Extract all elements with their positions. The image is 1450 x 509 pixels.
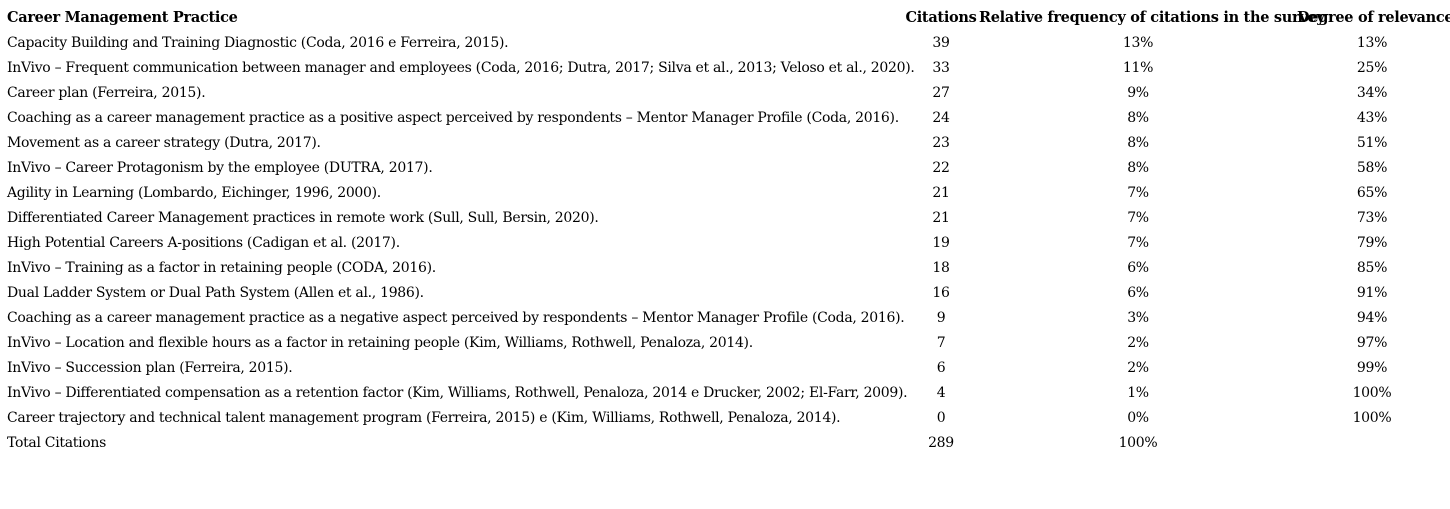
practice-cell: Career trajectory and technical talent m… (7, 410, 841, 426)
citations-cell: 19 (932, 235, 950, 251)
table-row: InVivo – Frequent communication between … (7, 56, 1447, 81)
citations-cell: 9 (936, 310, 946, 326)
degree-of-relevance-cell: 100% (1352, 410, 1392, 426)
practice-cell: Agility in Learning (Lombardo, Eichinger… (7, 185, 381, 201)
total-row: Total Citations 289 100% (7, 431, 1447, 456)
citations-cell: 6 (936, 360, 946, 376)
degree-of-relevance-cell: 34% (1356, 85, 1388, 101)
relative-frequency-cell: 11% (1122, 60, 1154, 76)
table-row: InVivo – Career Protagonism by the emplo… (7, 156, 1447, 181)
practice-cell: InVivo – Career Protagonism by the emplo… (7, 160, 433, 176)
practice-cell: Movement as a career strategy (Dutra, 20… (7, 135, 321, 151)
degree-of-relevance-cell: 65% (1356, 185, 1388, 201)
table-row: Agility in Learning (Lombardo, Eichinger… (7, 181, 1447, 206)
practice-cell: Career plan (Ferreira, 2015). (7, 85, 206, 101)
degree-of-relevance-cell: 100% (1352, 385, 1392, 401)
practice-cell: High Potential Careers A-positions (Cadi… (7, 235, 400, 251)
degree-of-relevance-cell: 13% (1356, 35, 1388, 51)
relative-frequency-cell: 3% (1127, 310, 1149, 326)
degree-of-relevance-cell: 85% (1356, 260, 1388, 276)
degree-of-relevance-cell: 43% (1356, 110, 1388, 126)
practice-cell: InVivo – Succession plan (Ferreira, 2015… (7, 360, 293, 376)
citations-cell: 22 (932, 160, 950, 176)
practice-cell: Differentiated Career Management practic… (7, 210, 599, 226)
citations-cell: 39 (932, 35, 950, 51)
table-row: InVivo – Location and flexible hours as … (7, 331, 1447, 356)
citations-cell: 0 (936, 410, 946, 426)
relative-frequency-cell: 8% (1127, 135, 1149, 151)
degree-of-relevance-cell: 97% (1356, 335, 1388, 351)
degree-of-relevance-cell: 51% (1356, 135, 1388, 151)
practice-cell: Coaching as a career management practice… (7, 110, 899, 126)
relative-frequency-cell: 6% (1127, 260, 1149, 276)
table-row: Coaching as a career management practice… (7, 106, 1447, 131)
practice-cell: InVivo – Frequent communication between … (7, 60, 915, 76)
degree-of-relevance-cell: 25% (1356, 60, 1388, 76)
relative-frequency-cell: 9% (1127, 85, 1149, 101)
citations-cell: 7 (936, 335, 946, 351)
relative-frequency-cell: 8% (1127, 110, 1149, 126)
degree-of-relevance-cell: 73% (1356, 210, 1388, 226)
citations-cell: 21 (932, 210, 950, 226)
degree-of-relevance-cell: 58% (1356, 160, 1388, 176)
column-header-degree-of-relevance: Degree of relevance (1297, 9, 1450, 26)
table-row: Capacity Building and Training Diagnosti… (7, 31, 1447, 56)
table-row: InVivo – Differentiated compensation as … (7, 381, 1447, 406)
relative-frequency-cell: 2% (1127, 335, 1149, 351)
relative-frequency-cell: 0% (1127, 410, 1149, 426)
degree-of-relevance-cell: 99% (1356, 360, 1388, 376)
practice-cell: Coaching as a career management practice… (7, 310, 905, 326)
table-row: Movement as a career strategy (Dutra, 20… (7, 131, 1447, 156)
degree-of-relevance-cell: 79% (1356, 235, 1388, 251)
header-row: Career Management Practice Citations Rel… (7, 4, 1450, 31)
citations-cell: 21 (932, 185, 950, 201)
citations-cell: 27 (932, 85, 950, 101)
relative-frequency-cell: 13% (1122, 35, 1154, 51)
practice-cell: InVivo – Location and flexible hours as … (7, 335, 753, 351)
degree-of-relevance-cell: 94% (1356, 310, 1388, 326)
total-relative-frequency-cell: 100% (1118, 435, 1158, 451)
table-row: Career trajectory and technical talent m… (7, 406, 1447, 431)
citations-cell: 33 (932, 60, 950, 76)
total-citations-cell: 289 (928, 435, 954, 451)
table-row: Dual Ladder System or Dual Path System (… (7, 281, 1447, 306)
table-row: InVivo – Succession plan (Ferreira, 2015… (7, 356, 1447, 381)
relative-frequency-cell: 7% (1127, 235, 1149, 251)
citations-cell: 24 (932, 110, 950, 126)
table-row: Coaching as a career management practice… (7, 306, 1447, 331)
citations-cell: 18 (932, 260, 950, 276)
column-header-relative-frequency: Relative frequency of citations in the s… (979, 9, 1325, 26)
relative-frequency-cell: 8% (1127, 160, 1149, 176)
practice-cell: Capacity Building and Training Diagnosti… (7, 35, 509, 51)
table-row: InVivo – Training as a factor in retaini… (7, 256, 1447, 281)
table-row: Differentiated Career Management practic… (7, 206, 1447, 231)
relative-frequency-cell: 1% (1127, 385, 1149, 401)
practice-cell: Dual Ladder System or Dual Path System (… (7, 285, 424, 301)
table-row: Career plan (Ferreira, 2015). 27 9% 34% (7, 81, 1447, 106)
relative-frequency-cell: 2% (1127, 360, 1149, 376)
citations-cell: 4 (936, 385, 946, 401)
relative-frequency-cell: 7% (1127, 210, 1149, 226)
career-practices-table: Career Management Practice Citations Rel… (7, 4, 1450, 456)
total-label-cell: Total Citations (7, 435, 106, 451)
total-degree-of-relevance-cell (1297, 431, 1447, 456)
citations-cell: 16 (932, 285, 950, 301)
practice-cell: InVivo – Differentiated compensation as … (7, 385, 908, 401)
practice-cell: InVivo – Training as a factor in retaini… (7, 260, 436, 276)
column-header-practice: Career Management Practice (7, 9, 238, 26)
citations-cell: 23 (932, 135, 950, 151)
relative-frequency-cell: 7% (1127, 185, 1149, 201)
table-row: High Potential Careers A-positions (Cadi… (7, 231, 1447, 256)
relative-frequency-cell: 6% (1127, 285, 1149, 301)
degree-of-relevance-cell: 91% (1356, 285, 1388, 301)
column-header-citations: Citations (905, 9, 977, 26)
